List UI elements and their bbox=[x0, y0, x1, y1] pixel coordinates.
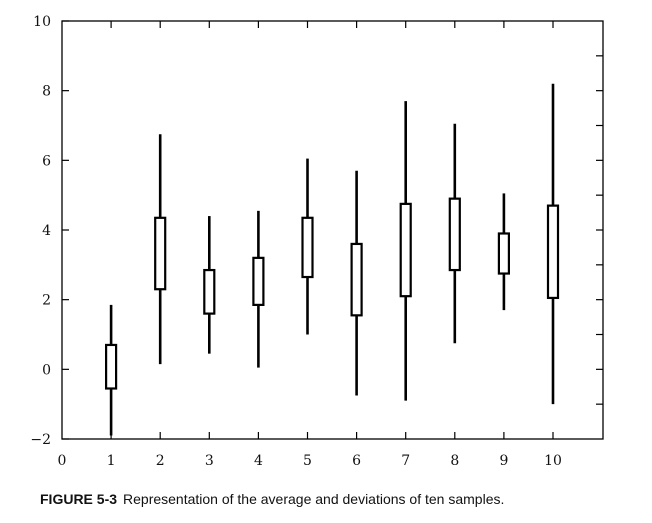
y-tick-label-2: 2 bbox=[42, 293, 51, 309]
x-tick-label-4: 4 bbox=[254, 453, 263, 469]
box bbox=[154, 216, 167, 291]
box-sample-5 bbox=[301, 158, 314, 335]
box bbox=[104, 343, 118, 390]
box bbox=[497, 232, 510, 275]
box bbox=[301, 216, 314, 279]
x-tick-label-7: 7 bbox=[401, 453, 410, 469]
box bbox=[546, 204, 560, 300]
box-series bbox=[104, 83, 560, 436]
y-tick-label-0: 0 bbox=[42, 362, 51, 378]
box-sample-3 bbox=[203, 216, 216, 354]
x-tick-label-1: 1 bbox=[107, 453, 116, 469]
y-tick-label-8: 8 bbox=[42, 84, 51, 100]
box bbox=[203, 268, 216, 315]
figure-caption: FIGURE 5-3 Representation of the average … bbox=[40, 491, 640, 507]
box-sample-1 bbox=[104, 304, 118, 436]
box-sample-8 bbox=[448, 123, 461, 344]
x-tick-label-9: 9 bbox=[499, 453, 508, 469]
figure-caption-text: Representation of the average and deviat… bbox=[123, 491, 505, 507]
box-sample-6 bbox=[350, 170, 363, 396]
box bbox=[448, 197, 461, 272]
box bbox=[399, 202, 412, 298]
y-tick-label-4: 4 bbox=[42, 223, 51, 239]
x-tick-label-10: 10 bbox=[544, 453, 562, 469]
x-tick-label-0: 0 bbox=[58, 453, 67, 469]
x-tick-label-2: 2 bbox=[156, 453, 165, 469]
y-tick-label-6: 6 bbox=[42, 153, 51, 169]
box-sample-10 bbox=[546, 83, 560, 405]
box-sample-2 bbox=[154, 134, 167, 365]
x-tick-label-6: 6 bbox=[352, 453, 361, 469]
plot-frame bbox=[61, 20, 604, 440]
box-sample-7 bbox=[399, 101, 412, 401]
box-sample-9 bbox=[497, 193, 510, 311]
box-sample-4 bbox=[252, 210, 265, 368]
x-tick-label-8: 8 bbox=[450, 453, 459, 469]
axis-ticks bbox=[62, 20, 603, 440]
y-tick-label--2: −2 bbox=[30, 432, 51, 448]
box bbox=[350, 242, 363, 317]
x-tick-label-3: 3 bbox=[205, 453, 214, 469]
figure-label: FIGURE 5-3 bbox=[40, 491, 118, 507]
axis-tick-labels: −2 0 2 4 6 8 10 0 1 2 3 4 5 6 7 8 9 10 bbox=[30, 14, 562, 469]
box-plot-chart: −2 0 2 4 6 8 10 0 1 2 3 4 5 6 7 8 9 10 bbox=[30, 14, 604, 469]
x-tick-label-5: 5 bbox=[303, 453, 312, 469]
y-tick-label-10: 10 bbox=[33, 14, 51, 30]
box bbox=[252, 256, 265, 306]
